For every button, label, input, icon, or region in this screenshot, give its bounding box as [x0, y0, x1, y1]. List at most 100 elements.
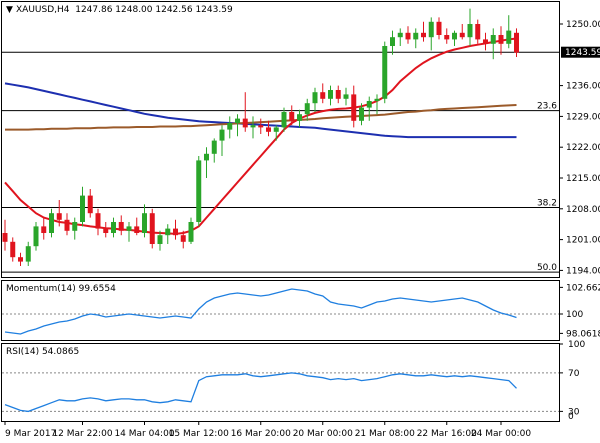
bearish-candle — [335, 85, 341, 104]
candle-body — [297, 114, 302, 121]
candle-body — [328, 90, 333, 99]
candle-body — [490, 35, 496, 44]
candle-body — [126, 226, 132, 231]
chart-menu-arrow-icon[interactable]: ▼ — [6, 5, 13, 15]
momentum-line — [4, 288, 517, 335]
bearish-candle — [475, 19, 481, 44]
bearish-candle — [351, 85, 357, 128]
candle-body — [421, 32, 426, 38]
bullish-candle — [452, 30, 457, 46]
bullish-candle — [359, 103, 364, 126]
bearish-candle — [64, 213, 70, 236]
bearish-candle — [289, 105, 295, 126]
candle-body — [211, 140, 217, 154]
candle-body — [335, 90, 341, 99]
candle-body — [390, 37, 395, 46]
bullish-candle — [390, 30, 395, 55]
momentum-panel[interactable] — [1, 280, 560, 341]
x-tick-label: 24 Mar 00:00 — [471, 429, 531, 439]
rsi-y-tick-label: 30 — [568, 407, 580, 417]
x-tick-label: 21 Mar 08:00 — [355, 429, 415, 439]
bullish-candle — [188, 217, 194, 244]
candle-body — [33, 226, 39, 247]
candle-body — [196, 160, 202, 222]
candle-body — [80, 195, 85, 222]
candle-body — [359, 107, 364, 121]
bullish-candle — [428, 17, 434, 51]
bullish-candle — [250, 116, 256, 139]
bullish-candle — [281, 107, 287, 132]
momentum-y-tick-label: 98.0618 — [566, 329, 600, 339]
candle-body — [320, 92, 326, 99]
x-tick-label: 15 Mar 12:00 — [169, 429, 229, 439]
candle-body — [498, 35, 504, 44]
bullish-candle — [467, 8, 473, 46]
candle-body — [312, 92, 318, 104]
candle-body — [142, 213, 147, 233]
bearish-candle — [149, 208, 155, 249]
current-price-label: 1243.59 — [565, 48, 600, 58]
x-tick-label: 14 Mar 04:00 — [114, 429, 174, 439]
candle-body — [103, 228, 109, 233]
price-y-tick-label: 1201.00 — [566, 236, 600, 246]
price-y-tick-label: 1236.00 — [566, 82, 600, 92]
bearish-candle — [444, 28, 450, 44]
candle-body — [514, 32, 519, 53]
candle-body — [204, 153, 209, 161]
bullish-candle — [490, 28, 496, 60]
candle-body — [18, 257, 23, 262]
candle-body — [165, 228, 171, 236]
rsi-line — [4, 372, 517, 413]
bullish-candle — [506, 15, 512, 49]
bearish-candle — [436, 17, 442, 40]
bullish-candle — [227, 116, 233, 139]
candle-body — [467, 24, 473, 38]
candle-body — [405, 32, 411, 40]
bullish-candle — [382, 41, 388, 104]
bearish-candle — [483, 32, 488, 51]
bullish-candle — [397, 28, 403, 46]
bullish-candle — [297, 109, 302, 128]
sma-red-line — [4, 37, 517, 235]
candle-body — [413, 32, 419, 40]
rsi-title: RSI(14) 54.0865 — [6, 347, 79, 357]
bearish-candle — [10, 237, 16, 262]
fib-level-label: 50.0 — [537, 263, 557, 273]
bullish-candle — [196, 156, 202, 227]
candle-body — [10, 241, 16, 258]
bullish-candle — [211, 138, 217, 163]
bearish-candle — [134, 217, 140, 236]
bearish-candle — [459, 24, 465, 40]
candle-body — [149, 213, 155, 244]
x-tick-label: 20 Mar 00:00 — [293, 429, 353, 439]
bullish-candle — [219, 125, 225, 156]
bearish-candle — [514, 28, 519, 57]
candle-body — [180, 235, 186, 242]
price-panel[interactable] — [1, 1, 560, 278]
rsi-panel[interactable] — [1, 343, 560, 422]
momentum-y-axis: 102.6621 100 98.0618 — [559, 283, 600, 339]
bullish-candle — [312, 87, 318, 112]
bullish-candle — [72, 217, 78, 240]
candle-body — [343, 94, 349, 99]
bullish-candle — [204, 147, 209, 178]
bullish-candle — [126, 222, 132, 242]
bullish-candle — [374, 94, 380, 115]
rsi-y-tick-label: 70 — [568, 369, 580, 379]
candle-body — [266, 127, 271, 132]
bullish-candle — [25, 241, 31, 266]
rsi-y-axis: 100 70 300 — [559, 340, 585, 422]
candle-body — [351, 94, 357, 121]
candlestick-series — [2, 8, 519, 266]
price-y-tick-label: 1222.00 — [566, 143, 600, 153]
candle-body — [2, 233, 8, 242]
rsi-y-tick-label: 0 — [568, 412, 574, 422]
bearish-candle — [2, 219, 8, 251]
momentum-title: Momentum(14) 99.6554 — [6, 284, 116, 294]
candle-body — [219, 129, 225, 141]
x-tick-label: 16 Mar 20:00 — [231, 429, 291, 439]
candle-body — [444, 35, 450, 40]
